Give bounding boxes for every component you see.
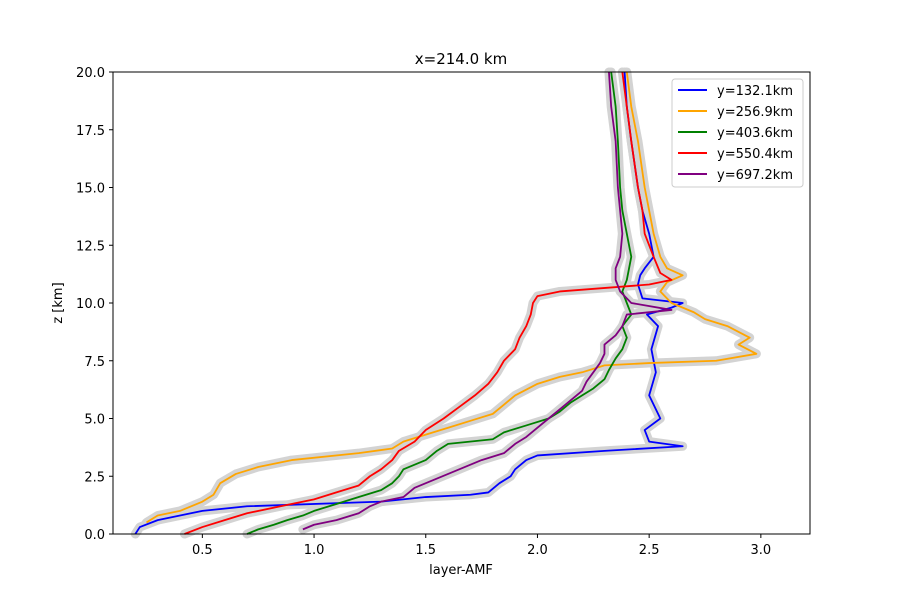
- legend: y=132.1km y=256.9km y=403.6km y=550.4km y=69…: [671, 78, 804, 188]
- series-line-5: [302, 71, 673, 531]
- series-line-2: [146, 71, 758, 524]
- series-line-3: [246, 71, 633, 535]
- x-tick-label: 1.5: [415, 543, 436, 558]
- y-tick-label: 10.0: [76, 297, 105, 312]
- y-tick-label: 15.0: [76, 182, 105, 197]
- series-line-4: [184, 71, 673, 535]
- x-tick-label: 0.5: [192, 543, 213, 558]
- x-tick-label: 2.0: [527, 543, 548, 558]
- y-tick-label: 20.0: [76, 66, 105, 81]
- legend-label-5: y=697.2km: [717, 168, 793, 183]
- x-tick-label: 3.0: [751, 543, 772, 558]
- series-lines: [134, 71, 758, 535]
- y-tick-label: 2.5: [84, 470, 105, 485]
- x-axis-ticks: 0.5 1.0 1.5 2.0 2.5 3.0: [192, 534, 771, 558]
- chart-title: x=214.0 km: [415, 50, 507, 68]
- legend-label-4: y=550.4km: [717, 147, 793, 162]
- legend-label-2: y=256.9km: [717, 105, 793, 120]
- y-axis-ticks: 0.0 2.5 5.0 7.5 10.0 12.5 15.0 17.5 20.0: [76, 66, 113, 543]
- y-tick-label: 17.5: [76, 124, 105, 139]
- y-tick-label: 12.5: [76, 239, 105, 254]
- legend-label-3: y=403.6km: [717, 126, 793, 141]
- y-axis-label: z [km]: [51, 282, 66, 323]
- legend-label-1: y=132.1km: [717, 84, 793, 99]
- x-axis-label: layer-AMF: [429, 563, 493, 578]
- y-tick-label: 7.5: [84, 355, 105, 370]
- y-tick-label: 0.0: [84, 528, 105, 543]
- x-tick-label: 2.5: [639, 543, 660, 558]
- x-tick-label: 1.0: [304, 543, 325, 558]
- legend-box: [671, 78, 804, 188]
- y-tick-label: 5.0: [84, 413, 105, 428]
